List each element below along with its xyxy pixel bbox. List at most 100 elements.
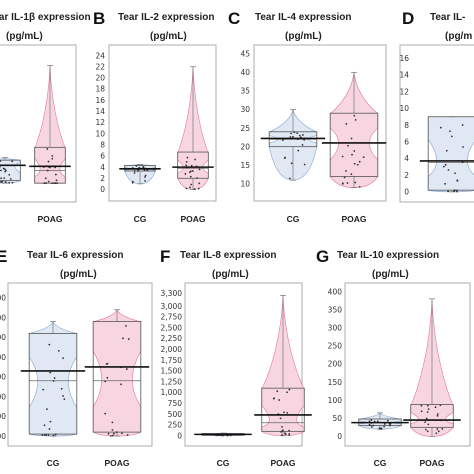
data-point [278,399,281,401]
y-tick-label: 24 [95,51,105,60]
data-point [371,426,373,428]
data-point [46,169,49,172]
data-point [144,176,146,178]
data-point [288,388,291,391]
panel-a: Tear IL-1β expression (pg/mL) POAG [0,12,91,224]
box-iqr [261,387,305,432]
data-point [133,169,136,172]
box-iqr [0,159,21,182]
panel-c-letter: C [228,9,240,28]
data-point [444,163,447,166]
data-point [115,431,118,433]
data-point [185,161,188,163]
category-label: CG [217,458,230,468]
data-point [0,181,2,183]
data-point [372,424,375,427]
category-label: CG [134,214,147,224]
y-tick-label: 16 [399,54,409,63]
data-point [353,150,356,152]
data-point [111,429,114,431]
data-point [347,144,349,147]
data-point [143,169,146,172]
data-point [1,180,4,183]
y-tick-label: 000 [0,294,6,303]
data-point [424,428,427,431]
data-point [52,434,55,437]
data-point [51,182,54,185]
data-point [46,148,49,150]
data-point [289,136,292,138]
data-point [426,411,429,413]
data-point [292,135,294,138]
data-point [456,190,458,193]
data-point [185,164,188,167]
data-point [125,324,127,327]
data-point [44,177,47,180]
data-point [47,160,50,163]
data-point [345,123,348,125]
y-tick-label: 6 [404,137,409,146]
data-point [3,168,6,171]
data-point [0,177,2,180]
data-point [370,419,373,421]
panel-a-frame [0,44,77,203]
y-tick-label: 000 [0,333,6,342]
data-point [111,421,114,424]
data-point [426,430,429,433]
panel-b-frame [108,44,217,202]
panel-a-unit: (pg/mL) [6,31,43,42]
data-point [3,177,6,180]
data-point [290,132,292,135]
y-tick-label: 1,500 [161,367,183,376]
data-point [439,126,442,129]
data-point [436,428,439,430]
panel-f-frame [184,282,303,447]
panel-f-title: Tear IL-8 expression [180,250,277,261]
y-tick-label: 250 [168,421,183,430]
y-tick-label: 0 [100,185,105,194]
data-point [427,408,430,411]
data-point [368,420,371,423]
data-point [437,430,440,433]
y-tick-label: 300 [328,324,343,333]
data-point [121,432,123,435]
data-point [427,423,430,426]
data-point [133,172,136,174]
data-point [389,424,392,427]
data-point [435,432,438,435]
data-point [41,434,44,436]
data-point [54,173,57,176]
violin-shape [28,320,78,437]
data-point [107,432,110,435]
data-point [54,182,57,185]
data-point [444,182,447,185]
data-point [0,165,1,168]
data-point [43,434,46,437]
panel-e: E Tear IL-6 expression (pg/mL) 000000000… [0,247,153,468]
y-tick-label: 2,250 [161,334,183,343]
data-point [454,172,456,175]
data-point [190,183,193,186]
data-point [282,429,284,432]
data-point [350,173,353,176]
y-tick-label: 8 [100,141,105,150]
category-label: CG [287,214,300,224]
data-point [378,427,381,430]
data-point [461,124,464,126]
data-point [424,421,427,424]
panel-d-unit: (pg/m [445,31,472,42]
data-point [380,428,383,430]
data-point [350,137,353,140]
data-point [60,387,63,390]
data-point [290,162,293,165]
data-point [351,153,353,156]
data-point [436,413,439,415]
data-point [47,180,50,183]
y-tick-label: 45 [240,49,250,58]
data-point [196,177,198,179]
y-tick-label: 2,750 [161,313,183,322]
panel-b-title: Tear IL-2 expression [118,12,215,23]
y-tick-label: 30 [240,105,250,114]
data-point [4,170,6,173]
